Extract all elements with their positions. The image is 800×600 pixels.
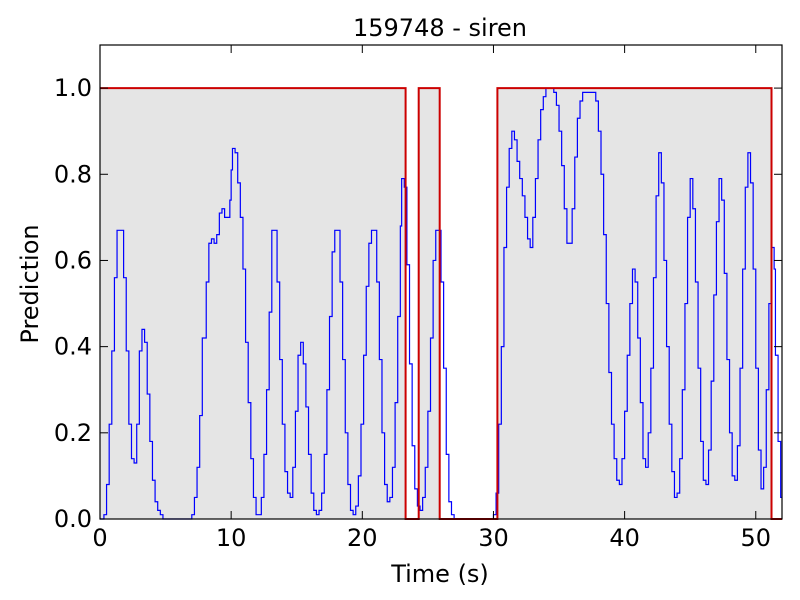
x-tick-label: 10	[216, 524, 247, 552]
chart-title: 159748 - siren	[353, 14, 527, 42]
y-tick-label: 0.6	[54, 246, 92, 274]
y-tick-label: 0.8	[54, 160, 92, 188]
label-region	[497, 88, 772, 519]
x-tick-label: 30	[478, 524, 509, 552]
x-tick-label: 0	[92, 524, 107, 552]
y-tick-label: 0.4	[54, 333, 92, 361]
axis-ticks: 0 10 20 30 40 50 0.0 0.2 0.4 0.6 0.8 1.0	[54, 45, 782, 552]
x-tick-label: 40	[609, 524, 640, 552]
prediction-series-line	[100, 87, 782, 520]
plot-frame	[99, 44, 783, 520]
label-series-line	[100, 87, 782, 520]
x-tick-label: 50	[740, 524, 771, 552]
y-tick-label: 0.2	[54, 419, 92, 447]
label-region	[418, 88, 440, 519]
x-tick-label: 20	[347, 524, 378, 552]
y-tick-label: 1.0	[54, 74, 92, 102]
y-axis-label: Prediction	[16, 224, 44, 343]
label-region	[100, 88, 406, 519]
y-tick-label: 0.0	[54, 505, 92, 533]
x-axis-label: Time (s)	[390, 560, 489, 588]
plot-area	[100, 87, 782, 520]
